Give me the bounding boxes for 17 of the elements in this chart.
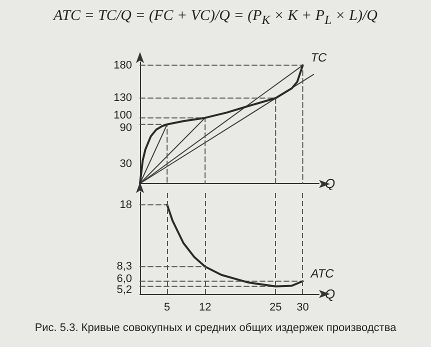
y-tick-label: 130 [114,92,132,104]
y-tick-label: 30 [120,158,132,170]
y-tick-label: 90 [120,122,132,134]
chart-title: ATC = TC/Q = (FC + VC)/Q = (P$_{K}$ × K + P$_{L}$ × L)/Q [52,8,378,28]
y-tick-label: 5,2 [116,284,132,296]
x-tick-label: 30 [296,302,309,314]
series-label: TC [310,50,328,64]
x-tick-label: 25 [269,302,282,314]
x-tick-label: 12 [198,302,212,314]
y-tick-label: 180 [114,59,132,72]
y-tick-label: 100 [114,109,132,122]
series-label: ATC [310,266,334,280]
x-tick-label: 5 [164,302,170,314]
y-tick-label: 6,0 [116,272,132,285]
y-tick-label: 8,3 [116,260,132,273]
text: Рис. 5.3. Кривые совокупных и средних общих издержек производства [34,322,398,334]
y-tick-label: 18 [120,198,132,211]
